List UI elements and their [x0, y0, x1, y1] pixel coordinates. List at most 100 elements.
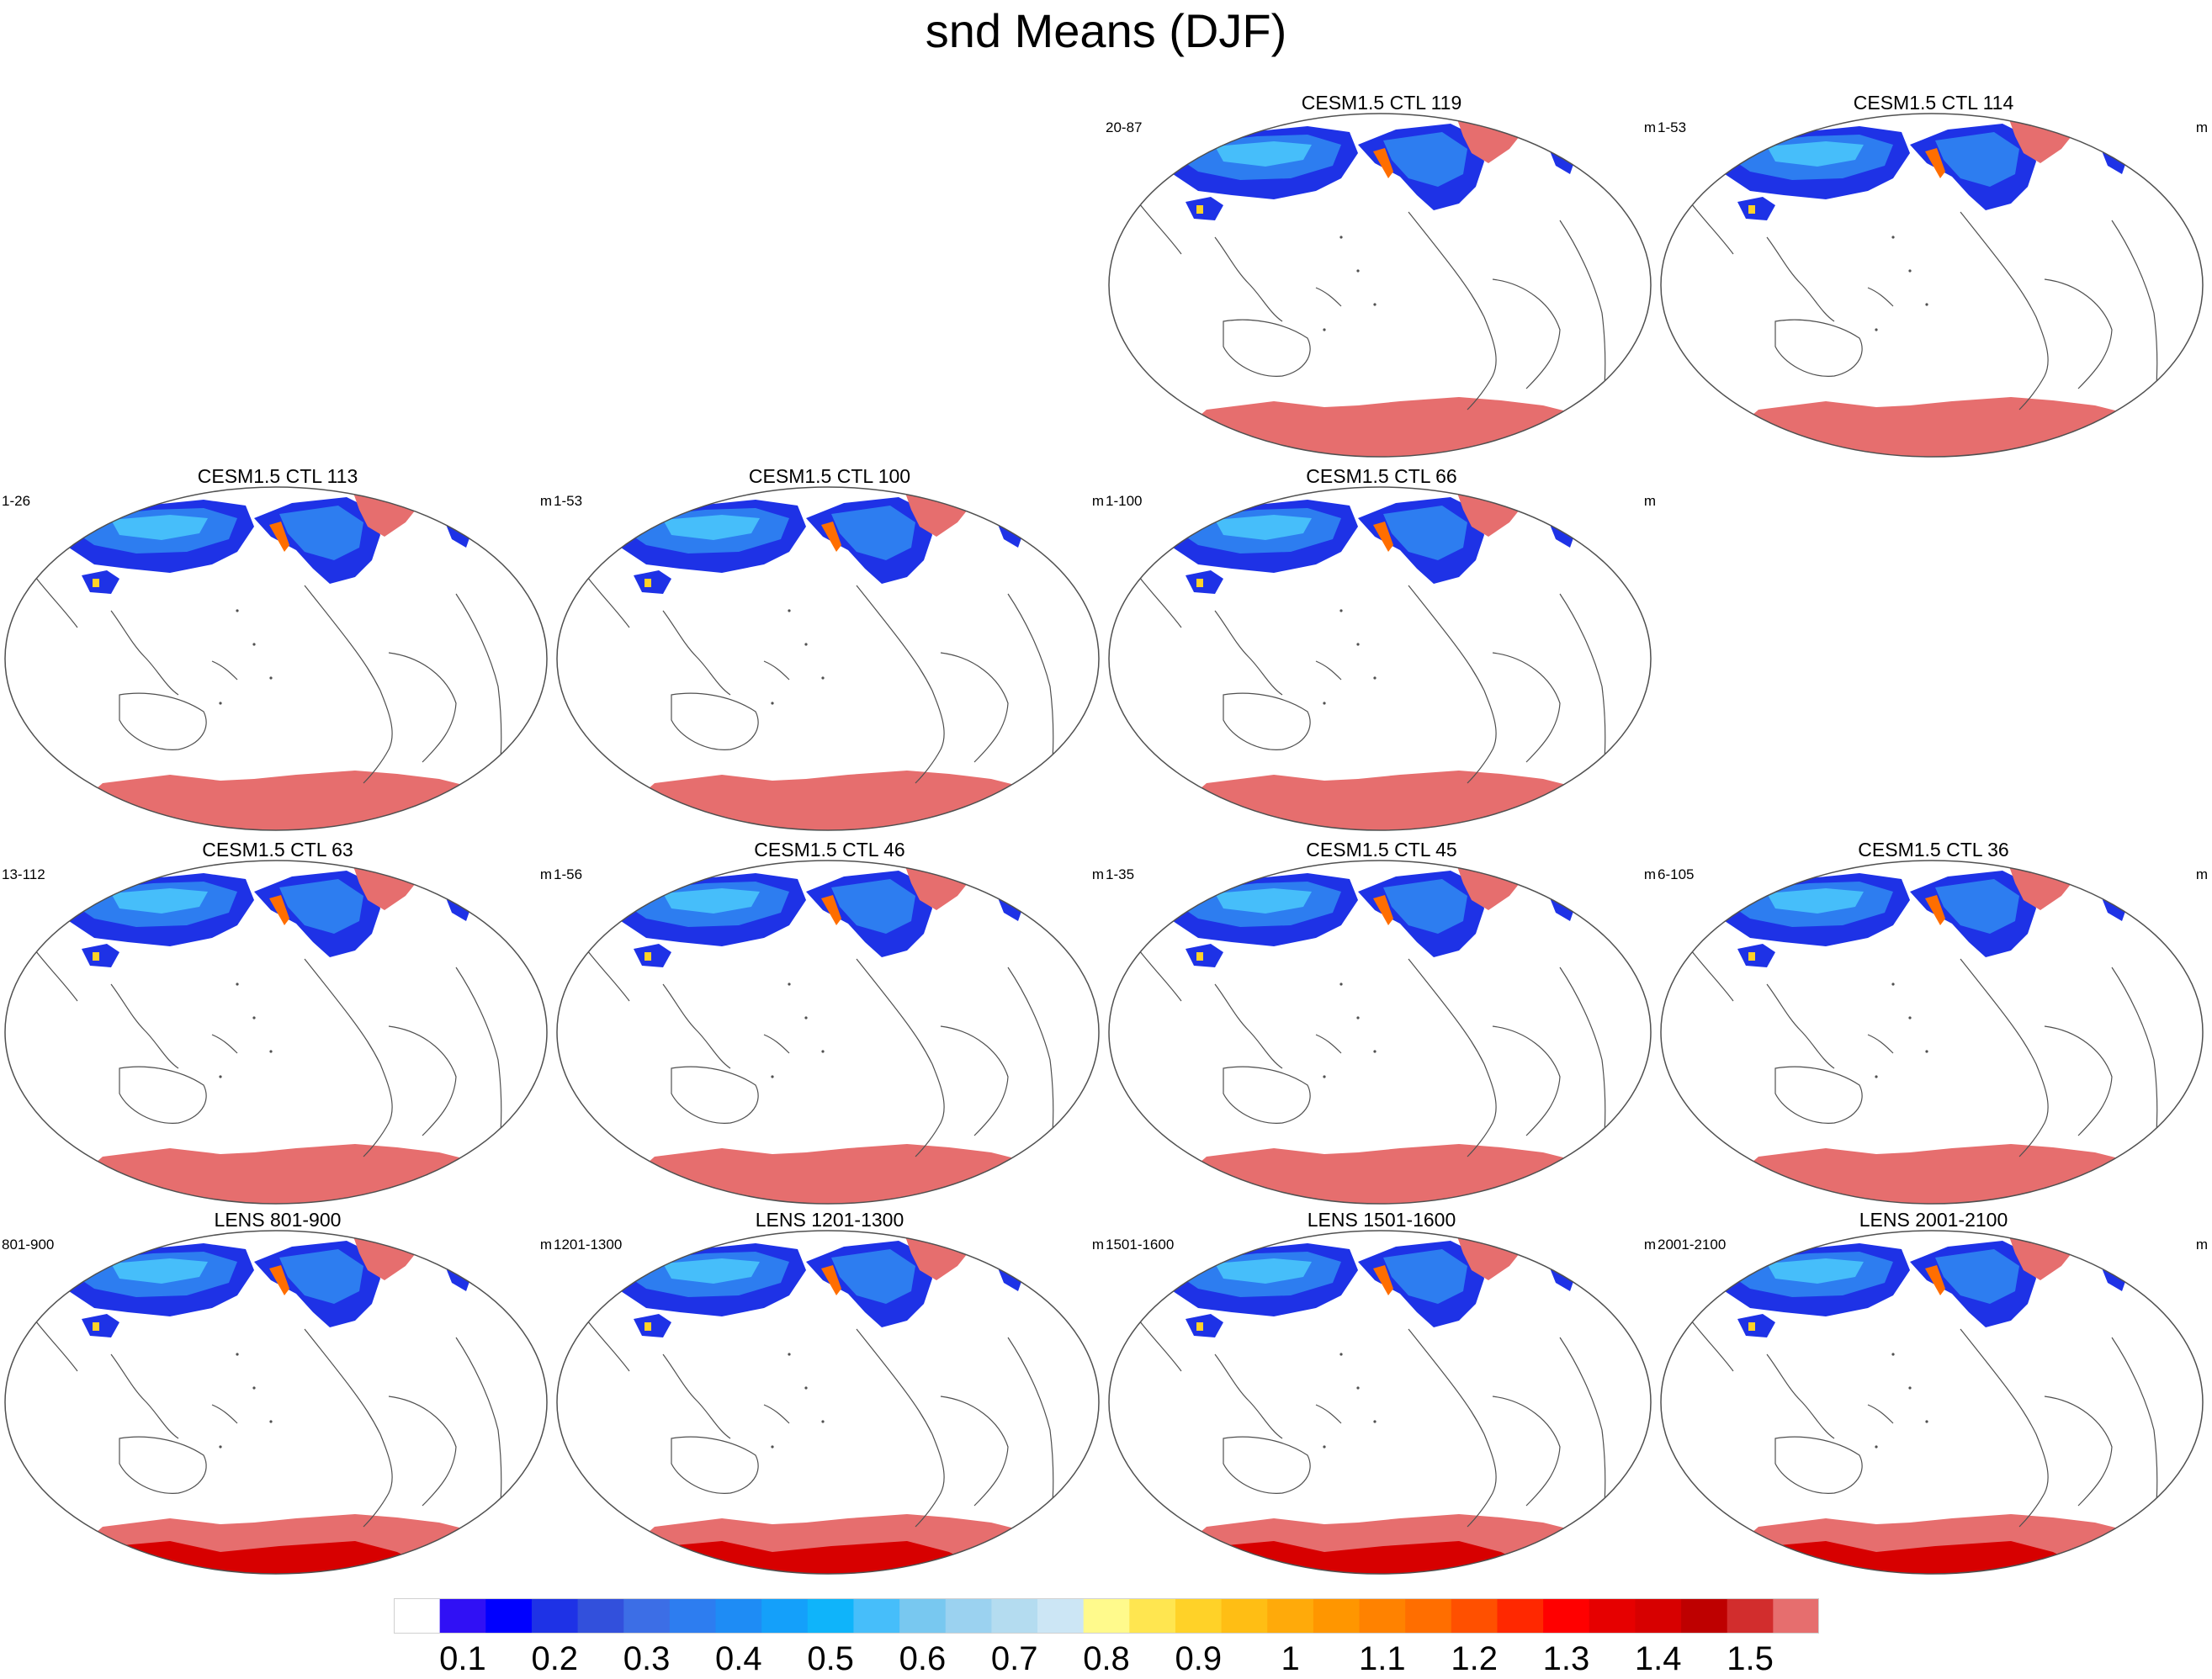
globe-outline — [1108, 860, 1652, 1205]
colorbar-swatch — [623, 1598, 671, 1634]
island — [269, 1050, 273, 1053]
coastline — [1223, 1066, 1311, 1124]
tibet-snow — [1737, 197, 1775, 220]
tibet-snow — [1186, 570, 1223, 594]
scandinavia-snow — [443, 1253, 473, 1291]
island — [804, 643, 808, 646]
coastline — [763, 1404, 790, 1424]
coastline — [1960, 211, 2049, 410]
panel-year-range: 13-112 — [2, 866, 45, 882]
globe-map — [4, 486, 548, 831]
north-america-snow-mid — [1935, 879, 2019, 934]
coastline — [1138, 576, 1283, 696]
coastline — [1867, 1034, 1894, 1054]
colorbar-swatch — [807, 1598, 854, 1634]
coastline — [1492, 1025, 1561, 1136]
coastline — [1774, 1066, 1863, 1124]
globe-map — [1108, 1230, 1652, 1575]
north-america-snow-mid — [831, 1249, 915, 1304]
island — [1323, 702, 1326, 705]
coastline — [1774, 1436, 1863, 1494]
north-america-snow-mid — [1935, 1249, 2019, 1304]
panel-year-range: 1-35 — [1106, 866, 1135, 882]
rockies-snow — [1925, 148, 1945, 178]
north-america-snow-mid — [831, 879, 915, 934]
coastline — [1315, 287, 1342, 307]
colorbar-tick-label: 1.5 — [1727, 1640, 1774, 1677]
island — [269, 1420, 273, 1423]
island — [219, 1075, 222, 1078]
colorbar-swatch — [1267, 1598, 1314, 1634]
coastline — [586, 576, 731, 696]
antarctica — [1156, 397, 1627, 457]
colorbar-swatch — [945, 1598, 992, 1634]
globe-map — [556, 1230, 1100, 1575]
colorbar-swatch — [1497, 1598, 1544, 1634]
eurasia-snow-light — [663, 515, 760, 540]
coastline — [2111, 967, 2158, 1162]
coastline — [940, 1025, 1009, 1136]
colorbar-swatch — [1037, 1598, 1085, 1634]
tibet-snow — [634, 1314, 671, 1337]
coastline — [1315, 1034, 1342, 1054]
panel-title: LENS 1201-1300 — [755, 1209, 904, 1231]
map-panel: CESM1.5 CTL 45 1-35 m — [1106, 838, 1658, 1208]
coastline — [1007, 593, 1054, 788]
coastline — [1138, 1320, 1283, 1439]
globe-outline — [4, 860, 548, 1205]
panel-title: CESM1.5 CTL 46 — [754, 839, 905, 861]
colorbar-tick-label: 0.8 — [1083, 1640, 1130, 1677]
island — [788, 1353, 791, 1356]
tibet-peak — [645, 579, 651, 587]
globe-map — [1660, 113, 2204, 458]
map-panel: CESM1.5 CTL 113 1-26 m — [2, 464, 554, 834]
panel-title: CESM1.5 CTL 100 — [748, 465, 911, 487]
colorbar-tick-label: 0.2 — [531, 1640, 579, 1677]
globe-map — [556, 860, 1100, 1205]
globe-map — [1108, 486, 1652, 831]
island — [1339, 1353, 1343, 1356]
tibet-snow — [1186, 1314, 1223, 1337]
island — [1925, 1050, 1928, 1053]
globe-map — [1660, 1230, 2204, 1575]
colorbar-swatch — [1129, 1598, 1176, 1634]
eurasia-snow-light — [1767, 141, 1864, 167]
tibet-snow — [1186, 197, 1223, 220]
north-america-snow-mid — [279, 879, 363, 934]
colorbar-tick-label: 0.1 — [439, 1640, 486, 1677]
island — [1323, 1445, 1326, 1449]
colorbar-swatch — [1083, 1598, 1130, 1634]
island — [1356, 269, 1360, 273]
globe-map — [4, 1230, 548, 1575]
panel-units: m — [1643, 493, 1656, 509]
coastline — [304, 1328, 393, 1528]
eurasia-snow-light — [1215, 141, 1312, 167]
north-america-snow-mid — [831, 506, 915, 560]
rockies-snow — [1373, 895, 1393, 925]
tibet-peak — [1196, 205, 1203, 214]
eurasia-snow-light — [1215, 1258, 1312, 1284]
colorbar-swatch — [1681, 1598, 1728, 1634]
island — [219, 702, 222, 705]
map-panel: LENS 1201-1300 1201-1300 m — [554, 1208, 1106, 1578]
globe-outline — [556, 486, 1100, 831]
colorbar-swatch — [1175, 1598, 1223, 1634]
north-america-snow-mid — [1383, 879, 1467, 934]
island — [1891, 983, 1895, 986]
panel-title: LENS 2001-2100 — [1859, 1209, 2008, 1231]
eurasia-snow-light — [663, 1258, 760, 1284]
panel-year-range: 1-53 — [554, 493, 583, 509]
eurasia-snow-light — [1767, 888, 1864, 914]
island — [1356, 1016, 1360, 1020]
panel-title: CESM1.5 CTL 66 — [1306, 465, 1457, 487]
globe-outline — [556, 860, 1100, 1205]
coastline — [119, 1066, 207, 1124]
colorbar-swatch — [853, 1598, 900, 1634]
panel-title: LENS 1501-1600 — [1307, 1209, 1456, 1231]
island — [1373, 303, 1377, 306]
scandinavia-snow — [995, 883, 1025, 921]
coastline — [1867, 287, 1894, 307]
coastline — [455, 967, 502, 1162]
coastline — [2044, 278, 2113, 389]
panel-title: CESM1.5 CTL 45 — [1306, 839, 1457, 861]
